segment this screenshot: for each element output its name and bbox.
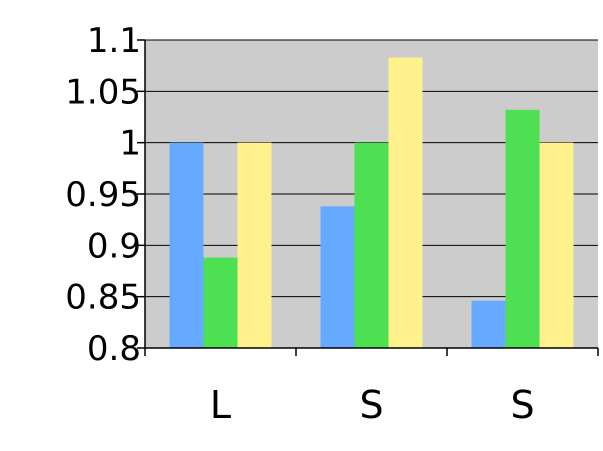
x-category-label: L — [210, 383, 231, 427]
bars — [169, 57, 574, 349]
bar-series-1-cat-2 — [320, 206, 355, 348]
y-tick-labels: 0.8 0.85 0.9 0.95 1 1.05 1.1 — [65, 21, 141, 369]
axes — [137, 39, 599, 356]
x-category-label: S — [359, 383, 383, 427]
bar-series-3-cat-1 — [237, 142, 272, 348]
bar-series-2-cat-2 — [354, 142, 389, 348]
y-tick-label: 0.95 — [65, 175, 141, 215]
y-tick-label: 0.85 — [65, 278, 141, 318]
x-category-label: S — [510, 383, 534, 427]
y-tick-label: 0.9 — [87, 226, 141, 266]
bar-series-2-cat-1 — [203, 257, 238, 348]
bar-series-1-cat-3 — [471, 300, 506, 348]
y-tick-label: 0.8 — [87, 329, 141, 369]
bar-series-1-cat-1 — [169, 142, 204, 348]
bar-series-2-cat-3 — [505, 109, 540, 349]
y-tick-label: 1 — [119, 124, 141, 164]
bar-series-3-cat-2 — [388, 57, 423, 348]
y-tick-label: 1.05 — [65, 72, 141, 112]
bar-series-3-cat-3 — [539, 142, 574, 348]
y-tick-label: 1.1 — [87, 21, 141, 61]
